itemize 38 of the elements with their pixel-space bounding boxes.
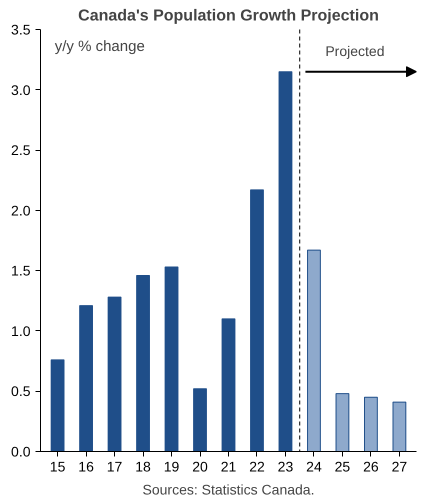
bar	[164, 266, 178, 452]
x-tick-label: 22	[249, 458, 265, 474]
x-tick-label: 21	[220, 458, 236, 474]
bar	[307, 250, 321, 452]
bar	[278, 71, 292, 452]
chart-title: Canada's Population Growth Projection	[78, 8, 379, 24]
x-tick-label: 20	[192, 458, 208, 474]
y-tick-label: 0.5	[11, 383, 31, 400]
y-tick-label: 3.5	[11, 22, 31, 38]
x-tick-label: 16	[78, 458, 94, 474]
bar	[108, 296, 122, 452]
x-tick-label: 18	[135, 458, 152, 474]
bar	[136, 274, 150, 452]
ref-line-label: Projected	[325, 43, 385, 60]
bar	[336, 393, 350, 452]
y-tick-label: 0.0	[11, 444, 31, 460]
x-tick-label: 17	[106, 458, 123, 474]
y-tick-label: 2.5	[11, 142, 31, 158]
bar	[222, 318, 236, 452]
x-tick-label: 19	[164, 458, 180, 474]
source-note: Sources: Statistics Canada.	[142, 482, 314, 498]
bar	[364, 396, 378, 452]
x-tick-label: 26	[363, 458, 379, 474]
bar	[392, 402, 406, 452]
y-tick-label: 2.0	[11, 202, 31, 218]
x-tick-label: 24	[306, 458, 322, 474]
bar	[79, 305, 93, 452]
bar	[250, 189, 264, 452]
x-tick-label: 15	[50, 458, 66, 474]
y-tick-label: 1.5	[11, 262, 31, 279]
y-tick-label: 3.0	[11, 82, 31, 98]
y-tick-label: 1.0	[11, 322, 31, 339]
x-tick-label: 25	[334, 458, 350, 474]
bar	[50, 359, 64, 452]
bar	[193, 388, 207, 452]
x-tick-label: 27	[392, 458, 408, 474]
x-tick-label: 23	[278, 458, 294, 474]
annotation: y/y % change	[54, 38, 145, 55]
